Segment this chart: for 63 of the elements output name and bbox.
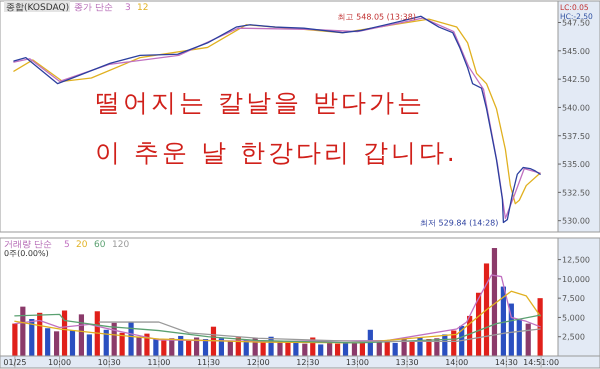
legend-title: 거래량 단순	[4, 240, 52, 250]
bar	[302, 344, 308, 356]
annotation: 최고 548.05 (13:38)	[338, 12, 416, 22]
y-tick-label: 10,000	[562, 274, 590, 284]
x-tick-label: 10:30	[98, 358, 121, 367]
line-series	[14, 290, 541, 344]
x-tick-label: 13:30	[396, 358, 419, 367]
bar	[104, 330, 109, 356]
line-series	[98, 321, 541, 342]
bar	[334, 344, 340, 356]
y-tick-label: 7,500	[562, 294, 585, 304]
y-tick-label: 542.50	[562, 75, 590, 84]
x-tick-label: 12:30	[296, 358, 320, 367]
bar	[538, 298, 543, 356]
text: 5	[64, 240, 70, 250]
annotation: 이 추운 날 한강다리 갑니다.	[95, 138, 458, 167]
text: 60	[94, 240, 106, 250]
bar	[86, 334, 92, 356]
bar	[492, 248, 498, 356]
y-tick-label: 532.50	[562, 188, 590, 198]
legend-title: 종가 단순	[74, 3, 113, 13]
x-tick-label: 11:00	[147, 358, 170, 367]
bar	[54, 331, 60, 356]
bar	[161, 340, 166, 356]
bar	[526, 324, 531, 356]
x-tick-label: 10:00	[48, 358, 72, 367]
x-tick-label: 13:00	[346, 358, 369, 367]
x-tick-label: 14:51:00	[523, 358, 560, 367]
text: 3	[125, 3, 131, 13]
y-tick-label: 537.50	[562, 132, 590, 141]
chart-title: 종합(KOSDAQ)	[6, 3, 70, 13]
x-tick-label: 14:30	[494, 358, 518, 367]
text: 120	[112, 240, 130, 250]
bar	[508, 304, 514, 356]
bar	[384, 341, 390, 356]
y-tick-label: 535.00	[562, 160, 590, 170]
text: 20	[76, 240, 88, 250]
text: 12	[137, 3, 148, 13]
annotation: 떨어지는 칼날을 받다가는	[95, 88, 425, 117]
bar	[376, 342, 382, 356]
bar	[392, 342, 398, 356]
bar	[37, 312, 42, 356]
x-tick-label: 12:00	[246, 358, 270, 367]
y-tick-label: 540.00	[562, 103, 590, 112]
annotation: 0주(0.00%)	[4, 249, 49, 258]
bar	[70, 330, 76, 356]
bar	[45, 328, 50, 356]
y-tick-label: 547.50	[562, 18, 590, 28]
y-tick-label: 2,500	[562, 332, 585, 342]
x-tick-label: 01/25	[3, 358, 26, 367]
annotation: 최저 529.84 (14:28)	[420, 218, 498, 228]
bar	[12, 324, 18, 356]
y-tick-label: 545.00	[562, 46, 590, 56]
bar	[20, 306, 26, 356]
y-tick-label: 5,000	[562, 313, 585, 322]
line-series	[14, 314, 541, 344]
bar	[293, 342, 298, 356]
x-tick-label: 14:00	[445, 358, 468, 367]
x-tick-label: 11:30	[196, 358, 220, 367]
y-tick-label: 12,500	[562, 256, 590, 265]
y-tick-label: 530.00	[562, 216, 590, 226]
bar	[94, 311, 100, 356]
bar	[318, 344, 324, 356]
